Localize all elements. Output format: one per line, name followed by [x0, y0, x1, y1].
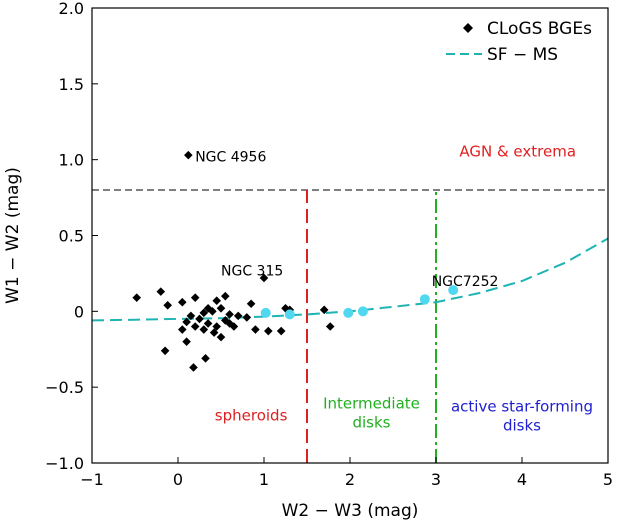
highlighted-point-5	[448, 285, 459, 296]
sf-ms-curve	[91, 237, 609, 322]
bge-point-16	[195, 314, 204, 324]
x-tick-label-2: 1	[259, 470, 269, 489]
y-tick-label-6: 2.0	[59, 0, 84, 18]
x-axis-label: W2 − W3 (mag)	[282, 501, 419, 521]
bge-point-30	[276, 326, 286, 336]
bge-point-17	[203, 319, 213, 328]
y-axis: −1.0 −0.5 0 0.5 1.0 1.5 2.0	[45, 0, 98, 473]
bge-point-2	[132, 293, 142, 302]
y-tick-label-3: 0.5	[59, 227, 84, 246]
bge-point-35	[182, 337, 191, 346]
legend-label-bges: CLoGS BGEs	[487, 19, 592, 39]
region-label-3-line-1: disks	[503, 416, 541, 434]
bge-point-15	[186, 311, 196, 321]
bge-point-6	[190, 293, 200, 302]
region-label-0: AGN & extrema	[459, 143, 576, 161]
bge-point-18	[212, 322, 221, 331]
x-tick-label-5: 4	[517, 470, 527, 489]
y-tick-label-2: 0	[74, 302, 84, 321]
highlighted-point-0	[260, 307, 271, 318]
bge-point-5	[178, 297, 187, 307]
region-label-2: Intermediate disks	[323, 394, 420, 431]
region-label-1-line-0: spheroids	[215, 407, 288, 425]
bge-point-12	[216, 304, 226, 313]
bge-point-31	[246, 299, 256, 309]
galaxy-annotation-1: NGC 315	[221, 263, 283, 279]
bge-point-38	[178, 325, 187, 334]
bge-point-27	[264, 326, 273, 336]
legend: CLoGS BGEs SF − MS	[446, 19, 592, 65]
x-tick-label-1: 0	[173, 470, 183, 489]
region-label-3: active star-forming disks	[451, 397, 593, 434]
region-label-2-line-1: disks	[352, 413, 390, 431]
bge-point-36	[201, 354, 210, 363]
bge-point-7	[203, 304, 213, 313]
highlighted-point-1	[284, 309, 295, 320]
highlighted-point-3	[357, 306, 368, 317]
region-label-0-line-0: AGN & extrema	[459, 143, 576, 161]
galaxy-annotation-2: NGC7252	[432, 274, 499, 290]
bge-point-28	[281, 304, 290, 313]
bge-point-4	[163, 300, 172, 310]
x-tick-label-3: 2	[345, 470, 355, 489]
highlighted-point-4	[419, 294, 430, 305]
y-tick-label-4: 1.0	[59, 151, 84, 170]
y-tick-label-0: −1.0	[45, 454, 84, 473]
bge-point-21	[190, 322, 200, 331]
bge-point-9	[221, 291, 230, 301]
x-axis: −1 0 1 2 3 4 5	[80, 457, 613, 489]
galaxy-annotation-0: NGC 4956	[195, 150, 266, 166]
bge-point-13	[225, 310, 234, 319]
bge-point-39	[229, 322, 239, 331]
bge-point-23	[209, 328, 219, 337]
y-tick-label-1: −0.5	[45, 378, 84, 397]
bge-point-22	[199, 325, 209, 334]
legend-label-sfms: SF − MS	[487, 45, 558, 65]
y-axis-label: W1 − W2 (mag)	[3, 167, 23, 304]
bge-point-26	[251, 325, 260, 334]
bge-point-1	[259, 273, 269, 283]
bge-point-10	[199, 308, 209, 318]
bge-point-3	[156, 287, 166, 296]
bge-point-32	[319, 305, 329, 315]
region-label-2-line-0: Intermediate	[323, 394, 420, 412]
highlighted-point-2	[343, 307, 354, 318]
x-tick-label-4: 3	[431, 470, 441, 489]
bge-point-37	[189, 363, 198, 372]
y-tick-label-5: 1.5	[59, 75, 84, 94]
x-tick-label-0: −1	[80, 470, 104, 489]
bge-point-33	[325, 322, 335, 331]
x-tick-label-6: 5	[603, 470, 613, 489]
bge-point-40	[216, 332, 226, 342]
bge-point-11	[208, 307, 217, 316]
bge-point-34	[160, 346, 170, 356]
bge-point-14	[233, 311, 243, 321]
legend-diamond-marker	[463, 23, 473, 33]
bge-point-0	[184, 150, 193, 160]
region-label-3-line-0: active star-forming	[451, 397, 593, 415]
bge-point-8	[212, 296, 221, 306]
region-label-1: spheroids	[215, 407, 288, 425]
bge-point-20	[182, 317, 191, 327]
bge-point-25	[242, 313, 252, 322]
bge-point-19	[221, 316, 230, 325]
